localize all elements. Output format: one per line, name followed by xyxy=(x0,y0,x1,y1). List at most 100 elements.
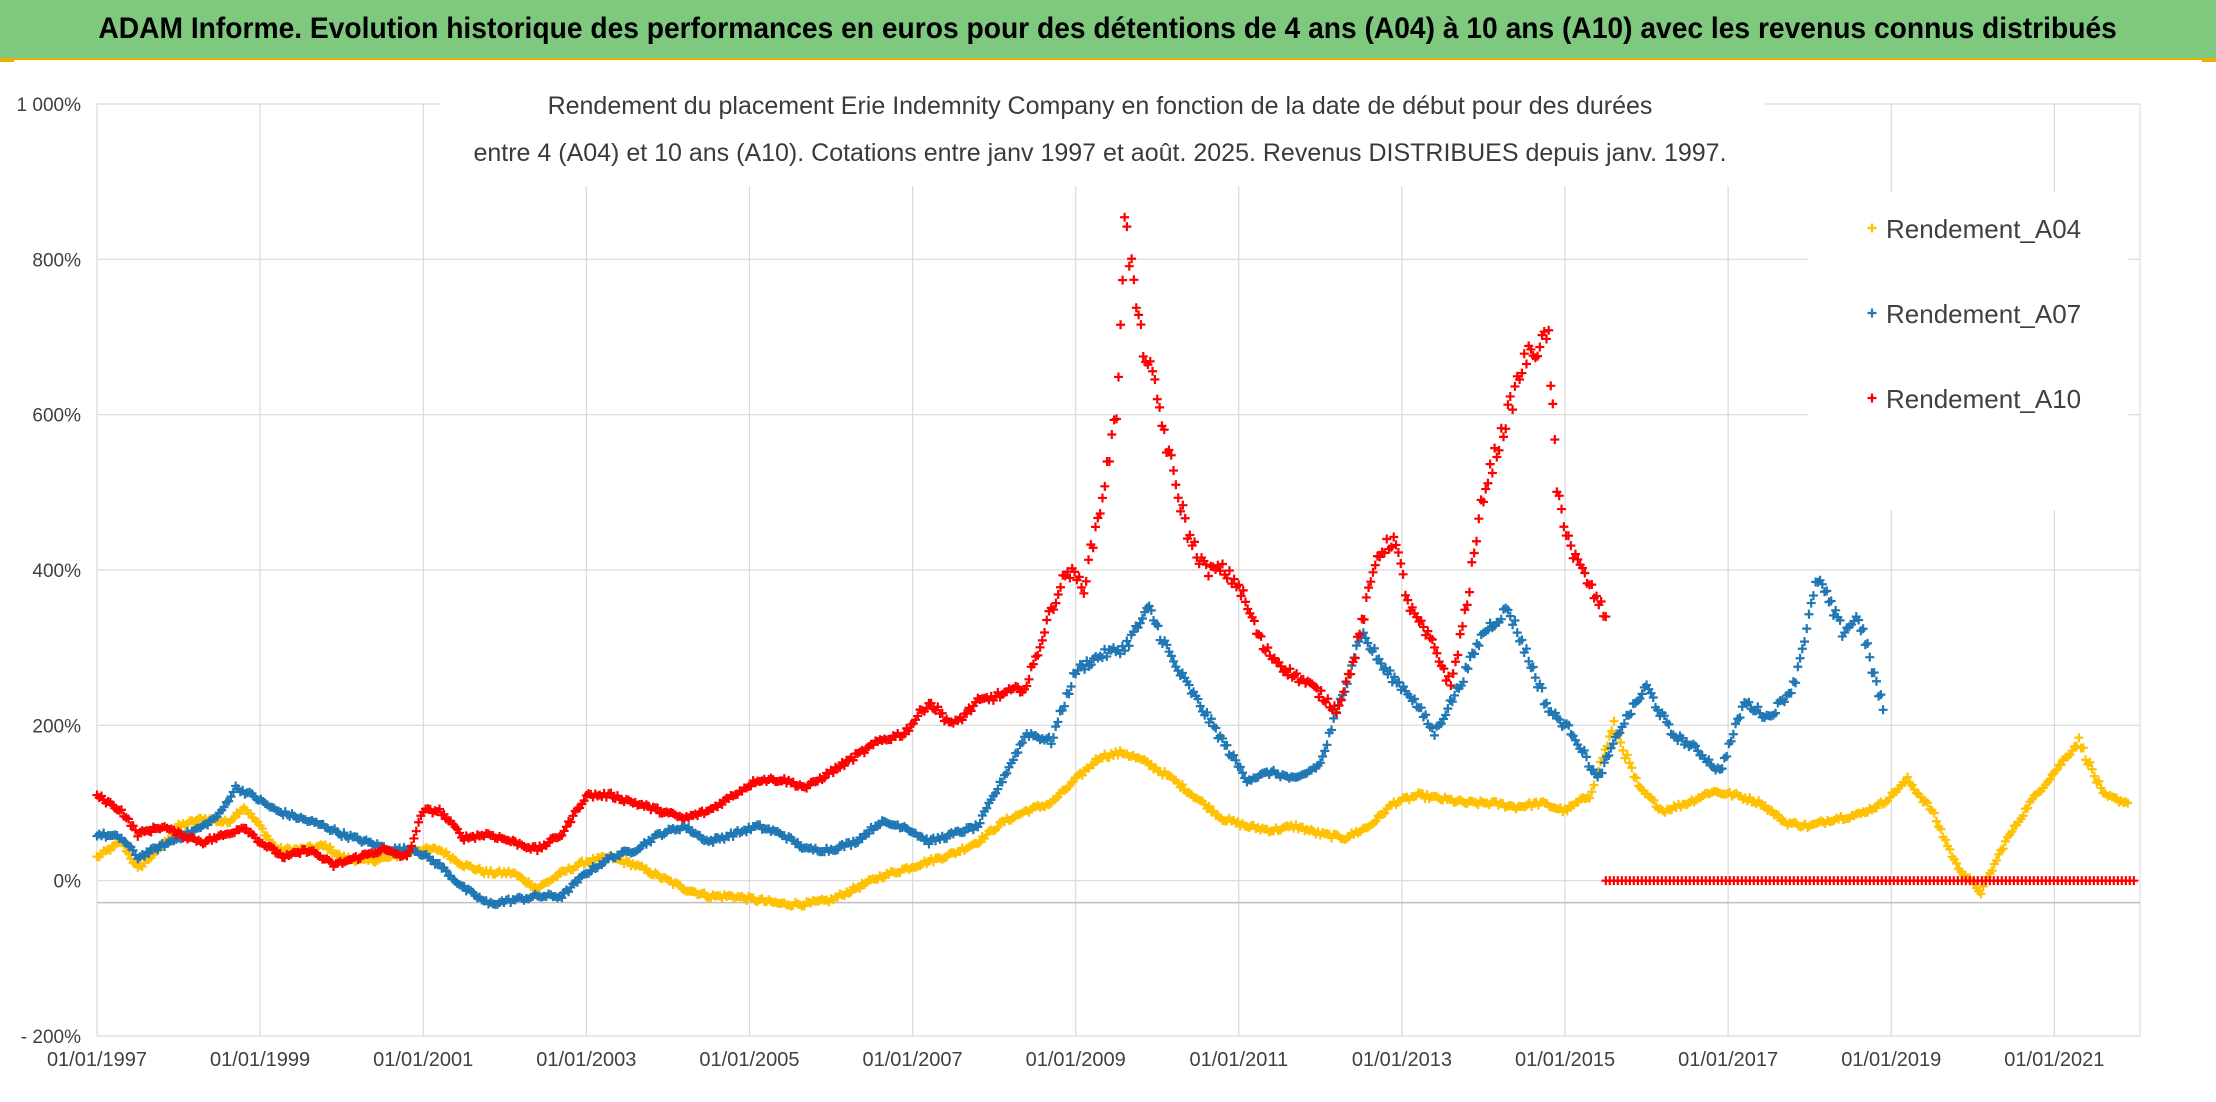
data-point xyxy=(1626,709,1636,719)
data-point xyxy=(1116,320,1126,330)
data-point xyxy=(1528,662,1538,672)
data-point xyxy=(819,773,829,783)
data-point xyxy=(1122,222,1132,232)
data-point xyxy=(572,877,582,887)
data-point xyxy=(1391,540,1401,550)
data-point xyxy=(1180,513,1190,523)
data-point xyxy=(1346,669,1356,679)
data-point xyxy=(1797,644,1807,654)
data-point xyxy=(1728,729,1738,739)
data-point xyxy=(1858,624,1868,634)
data-point xyxy=(1940,835,1950,845)
data-point xyxy=(1124,261,1134,271)
x-tick-label: 01/01/2017 xyxy=(1678,1049,1778,1071)
data-point xyxy=(1423,626,1433,636)
data-point xyxy=(1169,466,1179,476)
data-point xyxy=(1722,751,1732,761)
data-point xyxy=(957,715,967,725)
data-point xyxy=(1204,801,1214,811)
data-point xyxy=(1546,381,1556,391)
data-point xyxy=(2087,764,2097,774)
data-point xyxy=(997,777,1007,787)
banner-title: ADAM Informe. Evolution historique des p… xyxy=(98,12,2118,45)
y-tick-label: 600% xyxy=(32,406,81,427)
data-point xyxy=(1492,452,1502,462)
data-point xyxy=(1817,579,1827,589)
data-point xyxy=(1396,559,1406,569)
data-point xyxy=(153,845,163,855)
data-point xyxy=(1129,275,1139,285)
data-point xyxy=(226,792,236,802)
data-point xyxy=(859,748,869,758)
data-point xyxy=(1998,844,2008,854)
data-point xyxy=(1786,688,1796,698)
data-point xyxy=(2089,771,2099,781)
data-point xyxy=(1771,708,1781,718)
data-point xyxy=(1447,697,1457,707)
data-point xyxy=(1510,381,1520,391)
data-point xyxy=(1744,697,1754,707)
data-point xyxy=(1064,689,1074,699)
data-point xyxy=(1374,654,1384,664)
data-point xyxy=(1455,629,1465,639)
data-point xyxy=(1178,500,1188,510)
data-point xyxy=(1505,611,1515,621)
data-point xyxy=(1659,711,1669,721)
data-point xyxy=(1097,493,1107,503)
data-point xyxy=(1177,668,1187,678)
data-point xyxy=(1145,356,1155,366)
data-point xyxy=(839,761,849,771)
data-point xyxy=(1840,628,1850,638)
data-point xyxy=(1831,605,1841,615)
data-point xyxy=(1355,629,1365,639)
data-point xyxy=(1084,555,1093,565)
data-point xyxy=(1150,374,1160,384)
data-point xyxy=(1336,695,1346,705)
data-point xyxy=(1548,399,1558,409)
data-point xyxy=(2074,733,2084,743)
data-point xyxy=(524,877,534,887)
data-point xyxy=(2123,798,2133,808)
chart: Rendement du placement Erie Indemnity Co… xyxy=(17,80,2141,1071)
data-point xyxy=(1017,738,1027,748)
data-point xyxy=(1460,605,1470,615)
data-point xyxy=(1505,391,1515,401)
data-point xyxy=(1474,514,1484,524)
data-point xyxy=(1238,585,1248,595)
data-point xyxy=(1326,725,1336,735)
data-point xyxy=(1871,676,1881,686)
x-tick-label: 01/01/2005 xyxy=(699,1049,799,1071)
data-point xyxy=(1806,598,1816,608)
data-point xyxy=(2023,803,2033,813)
data-point xyxy=(1627,763,1637,773)
data-point xyxy=(1432,648,1442,658)
data-point xyxy=(1903,772,1913,782)
data-point xyxy=(933,702,943,712)
data-point xyxy=(1051,598,1061,608)
data-point xyxy=(975,818,985,828)
data-point xyxy=(1376,658,1386,668)
data-point xyxy=(1976,889,1986,899)
data-point xyxy=(1366,577,1376,587)
data-point xyxy=(1451,657,1460,667)
chart-title-box: Rendement du placement Erie Indemnity Co… xyxy=(440,80,1765,186)
data-point xyxy=(1774,810,1784,820)
data-point xyxy=(1517,368,1527,378)
data-point xyxy=(1597,768,1607,778)
data-point xyxy=(1393,547,1403,557)
data-point xyxy=(1375,552,1385,562)
data-point xyxy=(1865,652,1875,662)
data-point xyxy=(1292,669,1302,679)
data-point xyxy=(1263,643,1273,653)
legend-marker xyxy=(1867,393,1877,403)
data-point xyxy=(1171,480,1181,490)
data-point xyxy=(1153,621,1163,631)
data-point xyxy=(1222,740,1232,750)
data-point xyxy=(1350,653,1360,663)
data-point xyxy=(1155,402,1165,412)
data-point xyxy=(1635,694,1645,704)
data-point xyxy=(1446,680,1456,690)
data-point xyxy=(1573,554,1583,564)
data-point xyxy=(1510,616,1520,626)
data-point xyxy=(1173,493,1183,503)
